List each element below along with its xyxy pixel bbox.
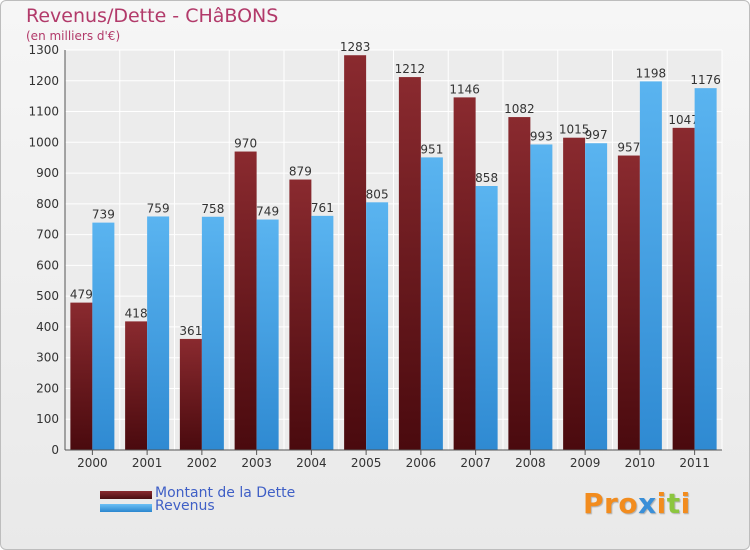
data-label-dette: 970 xyxy=(234,137,257,151)
bar-dette xyxy=(508,117,531,451)
bar-revenus xyxy=(639,81,662,450)
data-label-revenus: 993 xyxy=(530,129,553,143)
data-label-dette: 361 xyxy=(179,324,202,338)
data-label-dette: 418 xyxy=(125,306,148,320)
bar-dette xyxy=(617,155,640,451)
x-tick-label: 2007 xyxy=(460,456,491,470)
y-tick-label: 1000 xyxy=(28,135,59,149)
bar-dette xyxy=(70,302,93,450)
data-label-revenus: 749 xyxy=(256,205,279,219)
bar-revenus xyxy=(475,186,498,450)
y-tick-label: 1300 xyxy=(28,43,59,57)
bar-revenus xyxy=(201,216,224,450)
bar-revenus xyxy=(147,216,170,450)
data-label-revenus: 951 xyxy=(420,142,443,156)
bar-dette xyxy=(398,77,421,451)
x-tick-label: 2002 xyxy=(187,456,218,470)
bar-dette xyxy=(234,151,257,451)
y-tick-label: 400 xyxy=(36,320,59,334)
x-tick-label: 2008 xyxy=(515,456,546,470)
legend-swatch-dette xyxy=(100,491,152,499)
chart-subtitle: (en milliers d'€) xyxy=(26,29,121,43)
data-label-revenus: 1198 xyxy=(636,66,667,80)
y-tick-label: 900 xyxy=(36,166,59,180)
bar-dette xyxy=(289,179,312,451)
y-tick-label: 1200 xyxy=(28,74,59,88)
x-tick-label: 2000 xyxy=(77,456,108,470)
y-tick-label: 200 xyxy=(36,381,59,395)
bar-dette xyxy=(672,127,695,450)
x-tick-label: 2003 xyxy=(241,456,272,470)
y-tick-label: 600 xyxy=(36,258,59,272)
data-label-dette: 1082 xyxy=(504,102,535,116)
proxiti-logo: Proxiti xyxy=(583,487,691,520)
bar-dette xyxy=(179,338,202,450)
y-tick-label: 300 xyxy=(36,351,59,365)
bar-revenus xyxy=(585,143,608,450)
bar-revenus xyxy=(366,202,389,450)
data-label-dette: 479 xyxy=(70,288,93,302)
legend-label-dette: Montant de la Dette xyxy=(155,485,296,501)
data-label-revenus: 739 xyxy=(92,208,115,222)
chart-title: Revenus/Dette - CHâBONS xyxy=(26,5,279,27)
bar-dette xyxy=(453,97,476,450)
y-tick-label: 1100 xyxy=(28,105,59,119)
bar-dette xyxy=(125,321,148,450)
bar-revenus xyxy=(311,215,334,450)
bar-revenus xyxy=(694,88,717,451)
bar-dette xyxy=(344,55,367,450)
data-label-revenus: 805 xyxy=(366,187,389,201)
x-tick-label: 2004 xyxy=(296,456,327,470)
y-tick-label: 100 xyxy=(36,412,59,426)
data-label-revenus: 858 xyxy=(475,171,498,185)
x-tick-label: 2011 xyxy=(679,456,710,470)
data-label-dette: 1146 xyxy=(449,82,480,96)
y-tick-label: 500 xyxy=(36,289,59,303)
bar-revenus xyxy=(420,157,443,450)
data-label-dette: 957 xyxy=(617,141,640,155)
x-tick-label: 2001 xyxy=(132,456,163,470)
bar-dette xyxy=(563,137,586,450)
data-label-revenus: 997 xyxy=(585,128,608,142)
data-label-dette: 1212 xyxy=(395,62,426,76)
x-tick-label: 2009 xyxy=(570,456,601,470)
y-tick-label: 700 xyxy=(36,228,59,242)
x-tick-label: 2010 xyxy=(625,456,656,470)
data-label-revenus: 1176 xyxy=(690,73,721,87)
data-label-dette: 1015 xyxy=(559,123,590,137)
data-label-revenus: 758 xyxy=(201,202,224,216)
y-tick-label: 0 xyxy=(51,443,59,457)
bar-revenus xyxy=(530,144,553,450)
data-label-revenus: 761 xyxy=(311,201,334,215)
x-tick-label: 2005 xyxy=(351,456,382,470)
legend-label-revenus: Revenus xyxy=(155,498,215,514)
data-label-dette: 1283 xyxy=(340,40,371,54)
legend-swatch-revenus xyxy=(100,504,152,512)
data-label-dette: 1047 xyxy=(668,113,699,127)
y-tick-label: 800 xyxy=(36,197,59,211)
x-tick-label: 2006 xyxy=(406,456,437,470)
data-label-dette: 879 xyxy=(289,165,312,179)
bar-revenus xyxy=(256,219,279,450)
bar-revenus xyxy=(92,222,115,450)
data-label-revenus: 759 xyxy=(147,201,170,215)
